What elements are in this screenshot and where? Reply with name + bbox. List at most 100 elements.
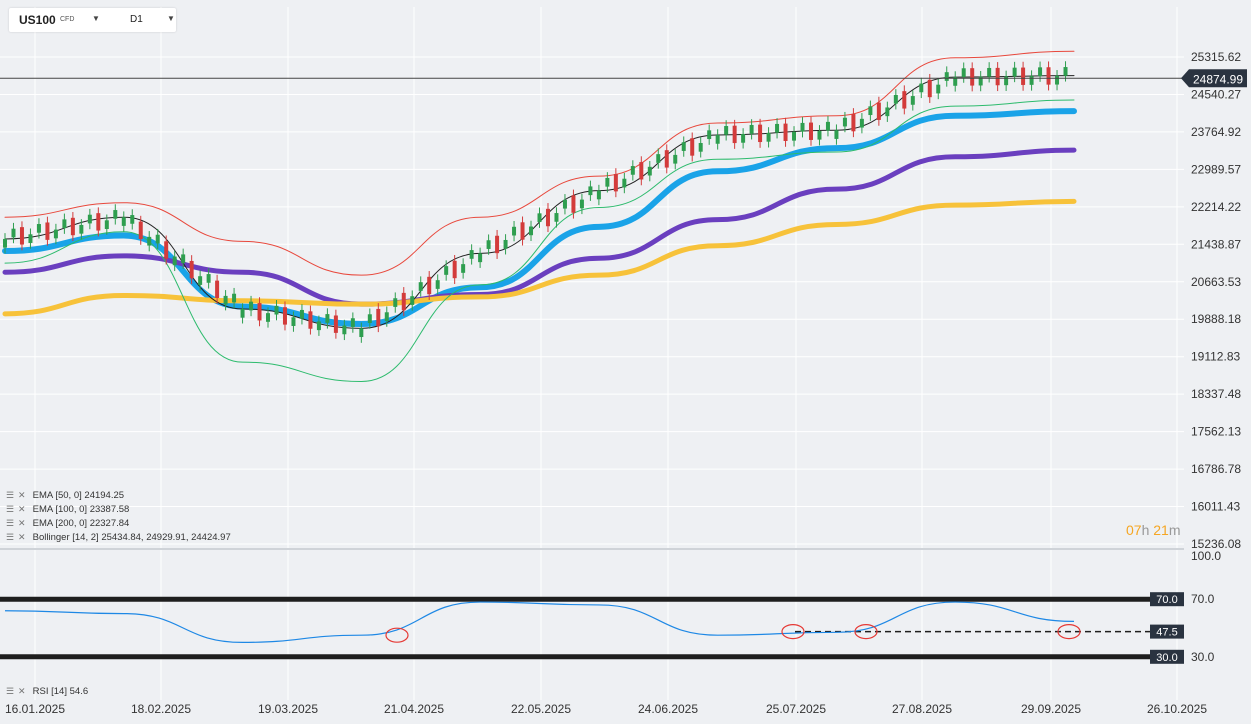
candle-body bbox=[172, 256, 177, 266]
candle-body bbox=[486, 240, 491, 249]
candle-body bbox=[1021, 67, 1026, 85]
rsi-level-tag bbox=[1150, 624, 1184, 639]
y-tick-label: 15236.08 bbox=[1191, 537, 1241, 551]
candle-body bbox=[240, 308, 245, 318]
candle-body bbox=[868, 106, 873, 116]
candle-body bbox=[130, 215, 135, 224]
candle-body bbox=[461, 264, 466, 273]
candle-body bbox=[715, 135, 720, 144]
settings-icon[interactable]: ☰ bbox=[6, 504, 15, 514]
symbol-selector[interactable]: US100 CFD ▼ D1 ▼ bbox=[9, 8, 176, 32]
close-icon[interactable]: ✕ bbox=[18, 504, 26, 514]
candle-body bbox=[588, 186, 593, 196]
rsi-level-label: 70.0 bbox=[1156, 594, 1177, 606]
close-icon[interactable]: ✕ bbox=[18, 686, 26, 696]
candle-body bbox=[104, 220, 109, 229]
rsi-highlight-circle bbox=[1057, 623, 1081, 640]
candle-body bbox=[223, 295, 228, 305]
candle-body bbox=[333, 315, 338, 333]
candle-body bbox=[936, 84, 941, 94]
candle-body bbox=[452, 260, 457, 279]
candle-body bbox=[724, 126, 729, 135]
close-icon[interactable]: ✕ bbox=[18, 490, 26, 500]
candle-body bbox=[910, 96, 915, 105]
candle-body bbox=[206, 274, 211, 283]
instrument-type: CFD bbox=[60, 16, 75, 23]
candle-body bbox=[656, 154, 661, 163]
series-bollinger-middle bbox=[4, 75, 1075, 329]
candle-body bbox=[664, 150, 669, 168]
candle-body bbox=[70, 217, 75, 236]
axes: 25315.62 24540.27 23764.92 22989.57 22214.22… bbox=[5, 50, 1241, 716]
candle-body bbox=[783, 123, 788, 141]
rsi-highlight-circle bbox=[781, 623, 805, 640]
legend-rsi[interactable]: ☰ ✕ RSI [14] 54.6 bbox=[6, 686, 89, 697]
settings-icon[interactable]: ☰ bbox=[6, 686, 15, 696]
candle-body bbox=[732, 125, 737, 144]
legend-ema200[interactable]: ☰ ✕ EMA [200, 0] 22327.84 bbox=[6, 518, 130, 529]
candle-body bbox=[859, 118, 864, 128]
candle-body bbox=[291, 317, 296, 326]
candle-body bbox=[11, 228, 16, 238]
candle-body bbox=[325, 314, 330, 323]
candle-body bbox=[181, 254, 186, 264]
close-icon[interactable]: ✕ bbox=[18, 532, 26, 542]
candle-body bbox=[79, 224, 84, 234]
candle-body bbox=[893, 94, 898, 104]
x-tick-label: 24.06.2025 bbox=[638, 702, 698, 716]
candle-body bbox=[562, 199, 567, 209]
legend-ema100[interactable]: ☰ ✕ EMA [100, 0] 23387.58 bbox=[6, 504, 130, 515]
y-tick-label: 20663.53 bbox=[1191, 275, 1241, 289]
timeframe-label[interactable]: D1 bbox=[130, 14, 143, 25]
candle-body bbox=[902, 91, 907, 109]
candle-body bbox=[842, 117, 847, 127]
settings-icon[interactable]: ☰ bbox=[6, 518, 15, 528]
candle-body bbox=[19, 227, 24, 245]
legend-bollinger[interactable]: ☰ ✕ Bollinger [14, 2] 25434.84, 24929.91,… bbox=[6, 532, 231, 543]
candle-body bbox=[113, 210, 118, 219]
candle-body bbox=[1012, 67, 1017, 77]
rsi-tick-label: 100.0 bbox=[1191, 549, 1221, 563]
candle-body bbox=[647, 166, 652, 176]
candle-body bbox=[749, 124, 754, 134]
x-tick-label: 25.07.2025 bbox=[766, 702, 826, 716]
settings-icon[interactable]: ☰ bbox=[6, 532, 15, 542]
candle-body bbox=[164, 241, 169, 259]
symbol-name: US100 bbox=[19, 13, 56, 27]
candle-body bbox=[825, 121, 830, 131]
y-tick-label: 23764.92 bbox=[1191, 125, 1241, 139]
rsi-highlight-circle bbox=[385, 627, 409, 643]
close-icon[interactable]: ✕ bbox=[18, 518, 26, 528]
candle-body bbox=[147, 236, 152, 246]
rsi-panel: 70.0 47.5 30.0 bbox=[0, 592, 1184, 664]
candle-body bbox=[1029, 76, 1034, 85]
rsi-tick-label: 70.0 bbox=[1191, 592, 1215, 606]
candle-body bbox=[707, 130, 712, 140]
y-tick-label: 17562.13 bbox=[1191, 425, 1241, 439]
x-tick-label: 27.08.2025 bbox=[892, 702, 952, 716]
candle-body bbox=[410, 296, 415, 305]
candle-body bbox=[308, 311, 313, 329]
candle-body bbox=[189, 260, 194, 279]
y-tick-label: 22214.22 bbox=[1191, 200, 1241, 214]
candle-body bbox=[775, 123, 780, 133]
y-tick-label: 25315.62 bbox=[1191, 50, 1241, 64]
legend-ema50[interactable]: ☰ ✕ EMA [50, 0] 24194.25 bbox=[6, 490, 125, 501]
candle-body bbox=[469, 250, 474, 259]
candle-body bbox=[215, 280, 220, 299]
series-ema-100-0- bbox=[2, 147, 1077, 307]
caret-down-icon[interactable]: ▼ bbox=[167, 14, 175, 23]
candle-body bbox=[1038, 67, 1043, 77]
candle-body bbox=[630, 166, 635, 175]
candle-body bbox=[257, 303, 262, 321]
candle-body bbox=[741, 134, 746, 143]
candle-body bbox=[282, 307, 287, 325]
candle-body bbox=[198, 276, 203, 285]
candle-body bbox=[808, 122, 813, 140]
candle-body bbox=[995, 67, 1000, 86]
x-tick-label: 29.09.2025 bbox=[1021, 702, 1081, 716]
settings-icon[interactable]: ☰ bbox=[6, 490, 15, 500]
series-bollinger-lower bbox=[4, 99, 1075, 382]
caret-down-icon[interactable]: ▼ bbox=[92, 14, 100, 23]
